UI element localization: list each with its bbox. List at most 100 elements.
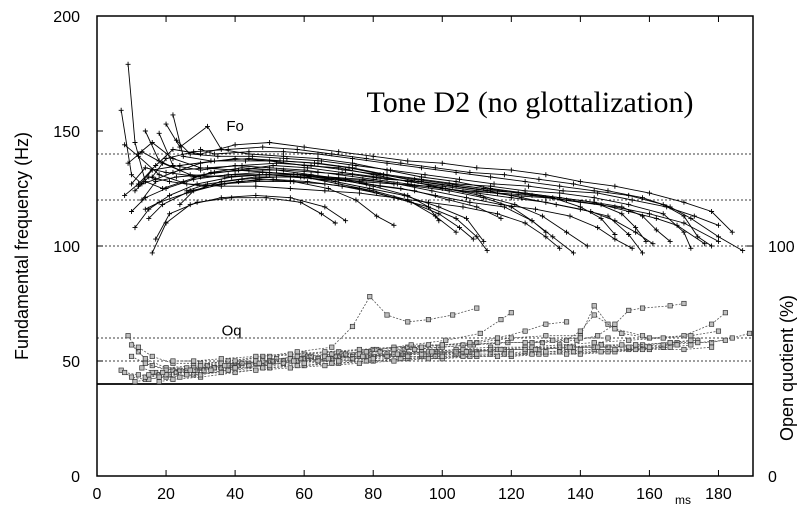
data-point: [722, 337, 728, 343]
data-point: [287, 365, 293, 371]
data-point: [211, 151, 217, 157]
data-point: [639, 305, 646, 311]
data-point: [715, 222, 721, 228]
data-point: [543, 321, 549, 327]
data-point: [436, 211, 442, 217]
data-point: [408, 199, 414, 205]
data-point: [325, 186, 331, 191]
data-point: [557, 195, 563, 201]
data-point: [194, 199, 200, 205]
data-point: [218, 183, 224, 189]
data-point: [287, 195, 293, 201]
data-point: [129, 209, 135, 214]
data-point: [336, 149, 342, 155]
data-point: [405, 319, 411, 325]
x-tick-label: 160: [636, 486, 663, 503]
data-point: [156, 158, 162, 164]
data-point: [267, 353, 273, 359]
data-point: [153, 163, 159, 168]
data-point: [305, 165, 311, 171]
data-point: [177, 167, 183, 173]
data-point: [605, 349, 611, 355]
data-point: [160, 369, 166, 376]
data-point: [460, 204, 466, 210]
data-point: [291, 358, 297, 364]
data-point: [463, 215, 469, 221]
data-point: [660, 211, 666, 217]
x-axis-unit-label: ms: [675, 493, 691, 507]
data-point: [146, 174, 152, 180]
data-point: [412, 183, 418, 189]
data-point: [422, 172, 428, 178]
data-point: [260, 144, 266, 150]
data-point: [494, 335, 501, 341]
data-point: [132, 188, 138, 194]
series-line: [193, 169, 647, 242]
data-point: [184, 372, 190, 378]
data-point: [356, 346, 362, 353]
data-point: [709, 321, 715, 327]
data-point: [598, 215, 604, 221]
data-point: [211, 169, 217, 175]
data-point: [128, 342, 135, 348]
data-point: [187, 367, 193, 373]
data-point: [135, 372, 141, 378]
data-point: [280, 360, 286, 366]
data-point: [494, 340, 501, 346]
data-point: [170, 358, 176, 364]
data-point: [394, 351, 400, 357]
data-point: [484, 248, 490, 254]
data-point: [405, 353, 411, 359]
data-point: [577, 204, 583, 210]
data-point: [467, 199, 473, 205]
y-tick-label: 0: [71, 469, 80, 486]
data-point: [204, 123, 210, 129]
data-point: [539, 213, 545, 219]
y-tick-label: 50: [62, 354, 80, 371]
data-point: [681, 229, 687, 235]
y2-axis-label: Open quotient (%): [777, 295, 797, 441]
data-point: [543, 333, 549, 339]
oq-series-33: [149, 337, 701, 378]
y-tick-label: 100: [53, 239, 80, 256]
data-point: [446, 188, 452, 194]
data-point: [605, 335, 611, 341]
data-point: [526, 183, 532, 189]
data-point: [681, 333, 687, 339]
data-point: [481, 238, 487, 244]
series-line: [148, 178, 395, 226]
data-point: [139, 197, 145, 203]
data-point: [349, 356, 356, 362]
data-point: [557, 190, 563, 196]
data-point: [142, 128, 148, 134]
data-point: [612, 218, 618, 224]
data-point: [201, 183, 207, 189]
data-point: [374, 174, 380, 180]
data-point: [612, 232, 618, 237]
data-point: [591, 199, 597, 205]
data-point: [709, 209, 715, 214]
data-point: [522, 190, 528, 196]
data-point: [149, 353, 155, 359]
data-point: [177, 367, 183, 373]
data-point: [491, 181, 497, 187]
data-point: [633, 342, 639, 348]
x-tick-label: 20: [157, 486, 175, 503]
series-annotation-fo: Fo: [226, 118, 244, 135]
data-point: [294, 353, 300, 359]
series-line: [138, 305, 726, 364]
x-tick-label: 140: [567, 486, 594, 503]
data-point: [153, 236, 159, 242]
data-point: [481, 195, 487, 201]
data-point: [522, 340, 528, 346]
data-point: [273, 356, 280, 362]
data-point: [153, 179, 159, 185]
data-point: [232, 369, 238, 376]
data-point: [646, 344, 652, 350]
data-point: [391, 358, 397, 364]
data-point: [353, 197, 359, 203]
data-point: [339, 183, 345, 189]
data-point: [557, 183, 563, 189]
data-point: [374, 190, 380, 196]
data-point: [550, 234, 556, 240]
